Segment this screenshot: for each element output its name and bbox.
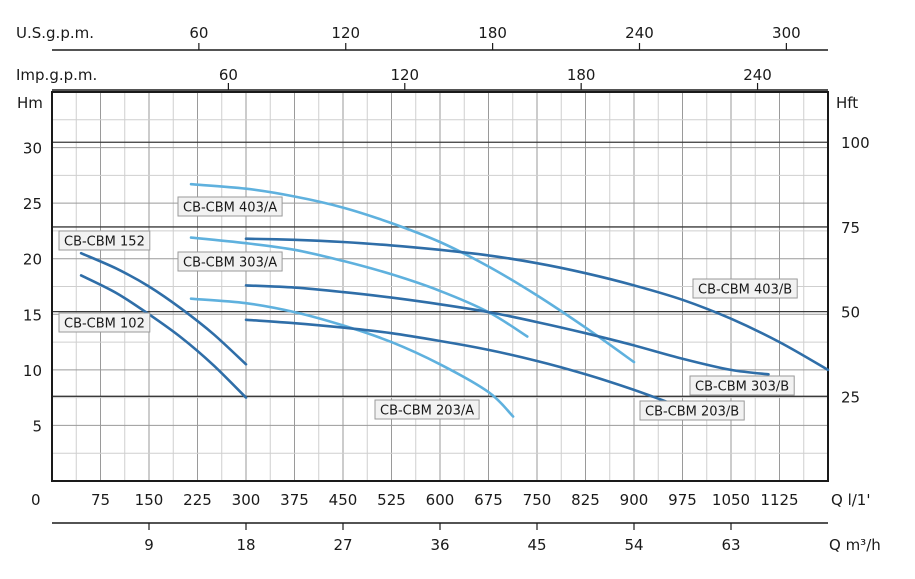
- bottom2-tick-label: 9: [144, 536, 154, 554]
- y2-tick-label: 75: [841, 219, 860, 237]
- label-cb-cbm-303-b: CB-CBM 303/B: [689, 375, 795, 396]
- top1-tick-label: 240: [625, 24, 654, 42]
- x-tick-label: 300: [232, 491, 261, 509]
- curve-cb-cbm-102: [79, 274, 248, 399]
- curve-label-box: [639, 400, 745, 421]
- label-cb-cbm-203-b: CB-CBM 203/B: [639, 400, 745, 421]
- bottom2-tick-label: 18: [236, 536, 255, 554]
- bottom2-tick-label: 36: [430, 536, 449, 554]
- top1-unit: U.S.g.p.m.: [16, 24, 94, 42]
- x-tick-label: 1050: [712, 491, 750, 509]
- curve-label: CB-CBM 203/A: [380, 404, 474, 419]
- bottom2-tick-label: 45: [527, 536, 546, 554]
- curve-label: CB-CBM 203/B: [645, 405, 739, 420]
- top1-tick-label: 180: [478, 24, 507, 42]
- top2-tick-label: 180: [567, 66, 596, 84]
- curve-cb-cbm-152: [79, 251, 248, 366]
- top1-tick-label: 300: [772, 24, 801, 42]
- y-tick-label: 25: [23, 195, 42, 213]
- x-tick-label: 600: [426, 491, 455, 509]
- y2-tick-label: 50: [841, 304, 860, 322]
- top1-tick-label: 120: [331, 24, 360, 42]
- curve-label-box: [692, 278, 798, 299]
- x-tick-label: 75: [91, 491, 110, 509]
- curve-label: CB-CBM 152: [64, 235, 145, 250]
- x-tick-label: 900: [620, 491, 649, 509]
- x-tick-label: 825: [571, 491, 600, 509]
- right-unit: Hft: [836, 94, 858, 112]
- top2-tick-label: 60: [219, 66, 238, 84]
- y-tick-label: 20: [23, 251, 42, 269]
- label-cb-cbm-203-a: CB-CBM 203/A: [374, 399, 480, 420]
- curve-cb-cbm-203-a: [189, 297, 515, 418]
- top2-tick-label: 240: [743, 66, 772, 84]
- curve-label: CB-CBM 303/A: [183, 256, 277, 271]
- top1-tick-label: 60: [189, 24, 208, 42]
- curve-label-box: [374, 399, 480, 420]
- x-tick-label: 1125: [760, 491, 798, 509]
- top2-unit: Imp.g.p.m.: [16, 66, 97, 84]
- bottom1-unit: Q l/1': [831, 491, 870, 509]
- x-tick-label: 750: [523, 491, 552, 509]
- x-tick-label: 675: [474, 491, 503, 509]
- x-tick-label: 525: [377, 491, 406, 509]
- curve-label-box: [177, 251, 283, 272]
- curve-cb-cbm-203-b: [244, 318, 684, 409]
- origin-label: 0: [31, 491, 41, 509]
- label-cb-cbm-403-a: CB-CBM 403/A: [177, 196, 283, 217]
- y-tick-label: 10: [23, 362, 42, 380]
- curve-cb-cbm-403-a: [189, 182, 636, 364]
- bottom2-tick-label: 63: [721, 536, 740, 554]
- curve-label-box: [58, 312, 151, 333]
- curve-labels: CB-CBM 152 CB-CBM 102 CB-CBM 403/A CB-CBM 3…: [58, 196, 798, 421]
- y-tick-label: 30: [23, 140, 42, 158]
- y-tick-label: 5: [32, 417, 42, 435]
- curve-label-box: [177, 196, 283, 217]
- x-tick-label: 375: [280, 491, 309, 509]
- curve-label-box: [58, 230, 151, 251]
- curve-label: CB-CBM 102: [64, 317, 145, 332]
- bottom2-unit: Q m³/h: [829, 536, 881, 554]
- x-tick-label: 150: [135, 491, 164, 509]
- bottom2-tick-label: 54: [624, 536, 643, 554]
- curve-label: CB-CBM 403/B: [698, 283, 792, 298]
- label-cb-cbm-102: CB-CBM 102: [58, 312, 151, 333]
- curve-cb-cbm-403-b: [244, 237, 830, 372]
- curve-label: CB-CBM 303/B: [695, 380, 789, 395]
- label-cb-cbm-152: CB-CBM 152: [58, 230, 151, 251]
- x-tick-label: 975: [668, 491, 697, 509]
- y-tick-label: 15: [23, 306, 42, 324]
- curve-cb-cbm-303-b: [244, 284, 770, 376]
- bottom2-tick-label: 27: [333, 536, 352, 554]
- top2-tick-label: 120: [390, 66, 419, 84]
- y2-tick-label: 100: [841, 134, 870, 152]
- x-tick-label: 225: [183, 491, 212, 509]
- y2-tick-label: 25: [841, 388, 860, 406]
- left-unit: Hm: [17, 94, 43, 112]
- plot-frame: [51, 91, 829, 482]
- curve-label: CB-CBM 403/A: [183, 201, 277, 216]
- curve-label-box: [689, 375, 795, 396]
- label-cb-cbm-303-a: CB-CBM 303/A: [177, 251, 283, 272]
- label-cb-cbm-403-b: CB-CBM 403/B: [692, 278, 798, 299]
- x-tick-label: 450: [329, 491, 358, 509]
- curves: [79, 182, 830, 418]
